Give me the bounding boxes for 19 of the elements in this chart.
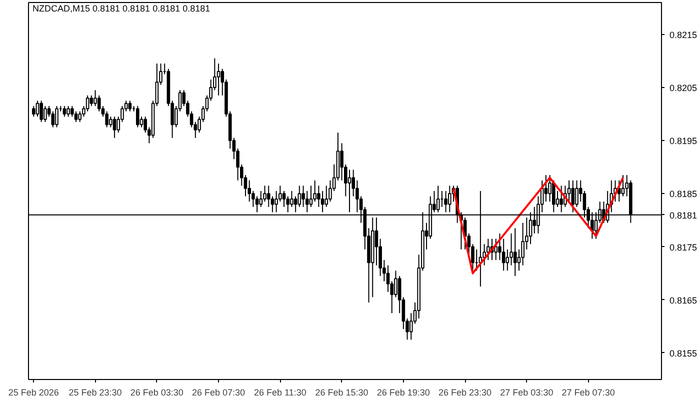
y-tick-label: 0.8195	[670, 136, 698, 146]
x-tick-label: 26 Feb 19:30	[376, 388, 430, 398]
x-tick-label: 25 Feb 2026	[8, 388, 59, 398]
x-tick-label: 26 Feb 23:30	[438, 388, 492, 398]
y-tick-label: 0.8205	[670, 82, 698, 93]
x-tick-label: 27 Feb 03:30	[500, 388, 554, 398]
x-tick-label: 26 Feb 03:30	[130, 388, 184, 398]
y-tick-label: 0.8175	[670, 242, 698, 252]
y-tick-label: 0.8165	[670, 295, 698, 306]
y-tick-label: 0.8155	[670, 348, 698, 358]
ref-line-label: 0.8181	[670, 210, 698, 220]
chart-title: NZDCAD,M15 0.8181 0.8181 0.8181 0.8181	[32, 4, 210, 14]
x-tick-label: 25 Feb 23:30	[68, 388, 122, 398]
x-tick-label: 26 Feb 07:30	[192, 388, 246, 398]
x-tick-label: 27 Feb 07:30	[562, 388, 615, 398]
x-tick-label: 26 Feb 11:30	[254, 388, 306, 398]
y-tick-label: 0.8185	[670, 189, 698, 200]
y-tick-label: 0.8215	[670, 30, 698, 40]
x-tick-label: 26 Feb 15:30	[315, 388, 368, 398]
